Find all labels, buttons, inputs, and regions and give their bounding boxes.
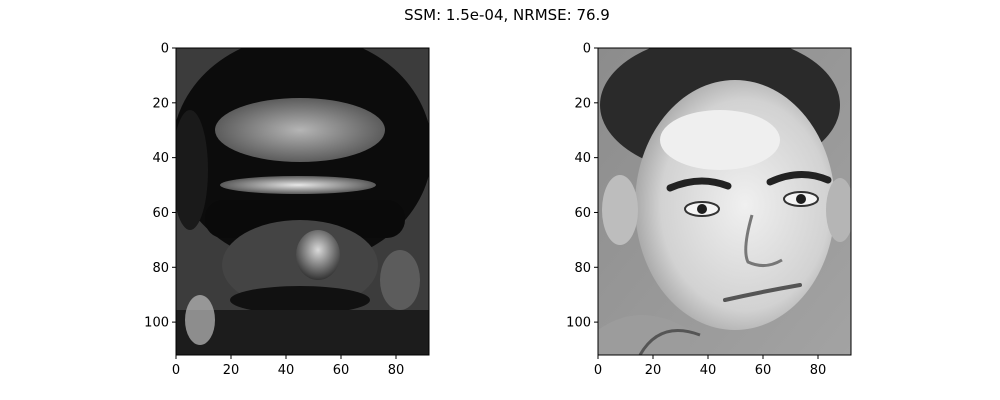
original-image-panel: [597, 47, 852, 356]
y-tick-label: 80: [152, 261, 169, 276]
y-tick-label: 0: [161, 42, 169, 57]
x-tick-label: 20: [645, 363, 662, 378]
x-tick-label: 80: [810, 363, 827, 378]
x-tick-label: 80: [388, 363, 405, 378]
y-tick-label: 100: [566, 316, 591, 331]
y-tick-label: 40: [574, 151, 591, 166]
x-tick-label: 40: [278, 363, 295, 378]
y-tick-label: 100: [144, 316, 169, 331]
x-tick-label: 60: [333, 363, 350, 378]
x-tick-label: 20: [223, 363, 240, 378]
y-tick-label: 80: [574, 261, 591, 276]
y-tick-label: 60: [152, 206, 169, 221]
x-tick-label: 40: [700, 363, 717, 378]
original-axes: 0 20 40 60 80 0 20 40 60 80 100: [566, 42, 826, 379]
y-tick-label: 60: [574, 206, 591, 221]
y-tick-label: 0: [583, 42, 591, 57]
y-tick-label: 40: [152, 151, 169, 166]
original-image: [598, 48, 851, 355]
x-tick-label: 0: [172, 363, 180, 378]
reconstructed-image: [176, 48, 429, 355]
x-tick-label: 60: [755, 363, 772, 378]
x-tick-label: 0: [594, 363, 602, 378]
y-tick-label: 20: [152, 96, 169, 111]
reconstructed-axes: 0 20 40 60 80 0 20 40 60 80 100: [144, 42, 404, 379]
figure-title: SSM: 1.5e-04, NRMSE: 76.9: [404, 6, 610, 24]
y-tick-label: 20: [574, 96, 591, 111]
reconstructed-image-panel: [175, 47, 430, 356]
